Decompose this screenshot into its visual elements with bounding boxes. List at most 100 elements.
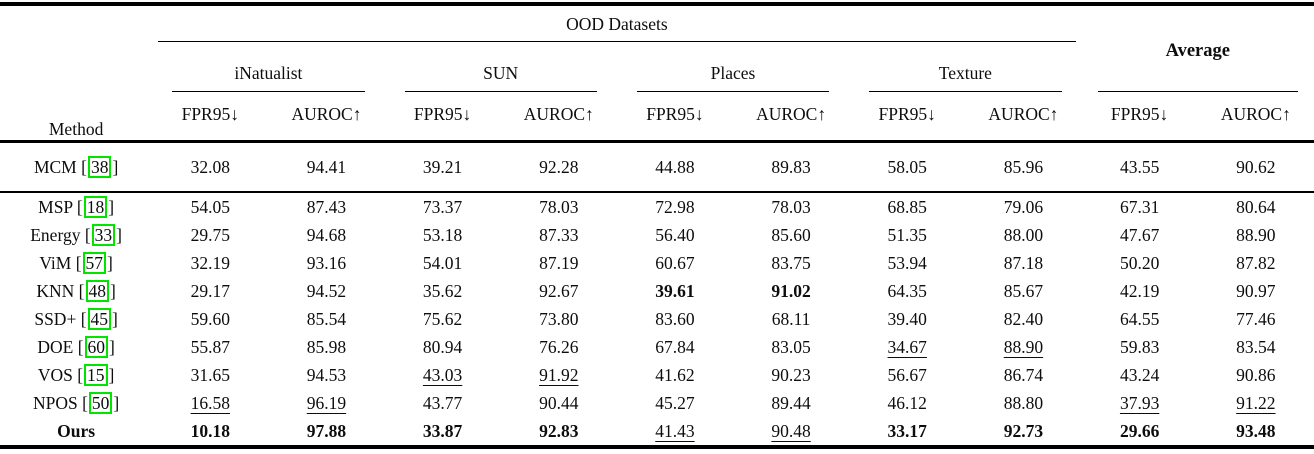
value-cell: 37.93 [1082, 389, 1198, 417]
citation-link[interactable]: 33 [91, 223, 116, 247]
value-cell: 46.12 [849, 389, 965, 417]
value-cell: 88.80 [965, 389, 1081, 417]
value-cell: 56.67 [849, 361, 965, 389]
method-label: Energy [ [30, 224, 91, 245]
value-cell: 83.75 [733, 249, 849, 277]
metric-value: 76.26 [539, 336, 579, 357]
citation-link[interactable]: 15 [84, 363, 108, 387]
method-label: DOE [ [37, 336, 84, 357]
value-cell: 35.62 [385, 277, 501, 305]
citation-link[interactable]: 48 [85, 279, 109, 303]
bracket: ] [116, 224, 122, 245]
value-cell: 56.40 [617, 221, 733, 249]
value-cell: 92.28 [501, 142, 617, 193]
metric-value: 34.67 [887, 336, 927, 357]
metric-value: 93.16 [306, 252, 347, 273]
ood-datasets-header: OOD Datasets [152, 4, 1081, 42]
value-cell: 68.85 [849, 192, 965, 221]
value-cell: 41.62 [617, 361, 733, 389]
metric-header-auroc: AUROC↑ [988, 103, 1059, 124]
citation-link[interactable]: 38 [87, 155, 112, 179]
table-row: ViM [57] 32.19 93.16 54.01 87.19 60.67 83.75 53… [0, 249, 1314, 277]
metric-header-auroc: AUROC↑ [756, 103, 827, 124]
table-row: MCM [38] 32.08 94.41 39.21 92.28 44.88 89.83 58… [0, 142, 1314, 193]
table-row: DOE [60] 55.87 85.98 80.94 76.26 67.84 83.05 34… [0, 333, 1314, 361]
value-cell: 43.24 [1082, 361, 1198, 389]
metric-value: 43.55 [1119, 156, 1160, 177]
value-cell: 93.48 [1198, 417, 1314, 447]
citation-link[interactable]: 60 [84, 335, 109, 359]
value-cell: 32.19 [152, 249, 268, 277]
metric-value: 89.83 [771, 156, 811, 177]
citation-link[interactable]: 57 [82, 251, 107, 275]
value-cell: 94.53 [268, 361, 384, 389]
value-cell: 53.18 [385, 221, 501, 249]
metric-value: 16.58 [190, 392, 230, 413]
method-cell: VOS [15] [0, 361, 152, 389]
metric-value: 92.73 [1003, 420, 1044, 441]
citation-link[interactable]: 50 [88, 391, 113, 415]
value-cell: 79.06 [965, 192, 1081, 221]
bracket: ] [108, 364, 115, 385]
method-label: MSP [ [38, 196, 83, 217]
value-cell: 54.05 [152, 192, 268, 221]
value-cell: 90.48 [733, 417, 849, 447]
value-cell: 64.55 [1082, 305, 1198, 333]
value-cell: 80.94 [385, 333, 501, 361]
method-cell: KNN [48] [0, 277, 152, 305]
value-cell: 53.94 [849, 249, 965, 277]
metric-value: 58.05 [887, 156, 927, 177]
table-row: Ours 10.18 97.88 33.87 92.83 41.43 90.48 33.17 9… [0, 417, 1314, 447]
value-cell: 45.27 [617, 389, 733, 417]
metric-header-fpr95: FPR95↓ [878, 103, 936, 124]
method-header-label: Method [48, 119, 104, 139]
value-cell: 55.87 [152, 333, 268, 361]
value-cell: 67.31 [1082, 192, 1198, 221]
metric-value: 51.35 [887, 224, 927, 245]
method-label: ViM [ [39, 252, 82, 273]
value-cell: 88.90 [965, 333, 1081, 361]
metric-value: 83.60 [655, 308, 695, 329]
metric-header-fpr95: FPR95↓ [1110, 103, 1169, 124]
method-column-header: Method [0, 4, 152, 142]
metric-value: 56.67 [887, 364, 927, 385]
method-cell: SSD+ [45] [0, 305, 152, 333]
metric-header-fpr95: FPR95↓ [646, 103, 704, 124]
citation-link[interactable]: 45 [87, 307, 112, 331]
metric-value: 86.74 [1003, 364, 1044, 385]
value-cell: 31.65 [152, 361, 268, 389]
value-cell: 29.66 [1082, 417, 1198, 447]
metric-header-auroc: AUROC↑ [291, 103, 362, 124]
value-cell: 32.08 [152, 142, 268, 193]
metric-value: 41.43 [655, 420, 695, 441]
table-row: VOS [15] 31.65 94.53 43.03 91.92 41.62 90.23 56… [0, 361, 1314, 389]
value-cell: 60.67 [617, 249, 733, 277]
value-cell: 87.33 [501, 221, 617, 249]
metric-value: 53.18 [422, 224, 463, 245]
table-row: SSD+ [45] 59.60 85.54 75.62 73.80 83.60 68.11 3… [0, 305, 1314, 333]
metric-header-fpr95: FPR95↓ [181, 103, 239, 124]
value-cell: 39.21 [385, 142, 501, 193]
value-cell: 88.90 [1198, 221, 1314, 249]
value-cell: 85.98 [268, 333, 384, 361]
metric-value: 87.33 [539, 224, 579, 245]
citation-link[interactable]: 18 [83, 195, 108, 219]
metric-value: 64.55 [1119, 308, 1160, 329]
value-cell: 97.88 [268, 417, 384, 447]
metric-value: 46.12 [887, 392, 927, 413]
metric-value: 85.67 [1003, 280, 1044, 301]
metric-value: 90.97 [1236, 280, 1276, 301]
method-label: KNN [ [36, 280, 85, 301]
value-cell: 59.83 [1082, 333, 1198, 361]
method-cell: Ours [57, 420, 96, 441]
metric-value: 92.83 [539, 420, 579, 441]
metric-value: 43.77 [422, 392, 463, 413]
metric-value: 31.65 [190, 364, 230, 385]
bracket: ] [112, 156, 119, 177]
metric-value: 87.43 [306, 196, 347, 217]
value-cell: 29.75 [152, 221, 268, 249]
metric-value: 44.88 [655, 156, 695, 177]
metric-value: 67.84 [655, 336, 695, 357]
